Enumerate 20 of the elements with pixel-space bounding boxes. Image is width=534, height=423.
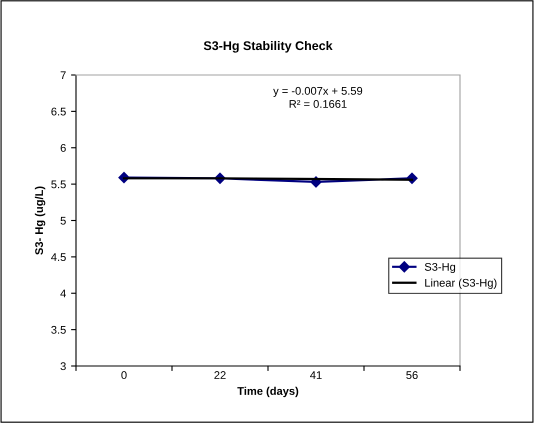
legend-label: Linear (S3-Hg)	[425, 278, 496, 289]
y-axis-title: S3- Hg (ug/L)	[34, 186, 46, 255]
annotation: R² = 0.1661	[290, 100, 347, 108]
chart-title: S3-Hg Stability Check	[204, 40, 333, 53]
y-tick-label: 4	[60, 290, 66, 298]
x-tick-label: 41	[310, 371, 322, 379]
x-tick-label: 0	[121, 371, 127, 380]
x-tick-label: 56	[406, 371, 418, 380]
y-tick-label: 5	[60, 216, 66, 225]
y-tick-label: 6.5	[51, 108, 66, 116]
y-tick-label: 5.5	[51, 180, 66, 188]
y-tick-label: 4.5	[51, 253, 66, 262]
legend-label: S3-Hg	[424, 262, 456, 274]
annotation: y = -0.007x + 5.59	[273, 86, 362, 97]
y-tick-label: 3	[60, 362, 66, 370]
y-tick-label: 6	[60, 144, 66, 152]
y-tick-label: 7	[60, 71, 66, 80]
x-tick-label: 22	[214, 371, 226, 379]
x-axis-title: Time (days)	[237, 386, 298, 398]
y-tick-label: 3.5	[51, 326, 66, 334]
